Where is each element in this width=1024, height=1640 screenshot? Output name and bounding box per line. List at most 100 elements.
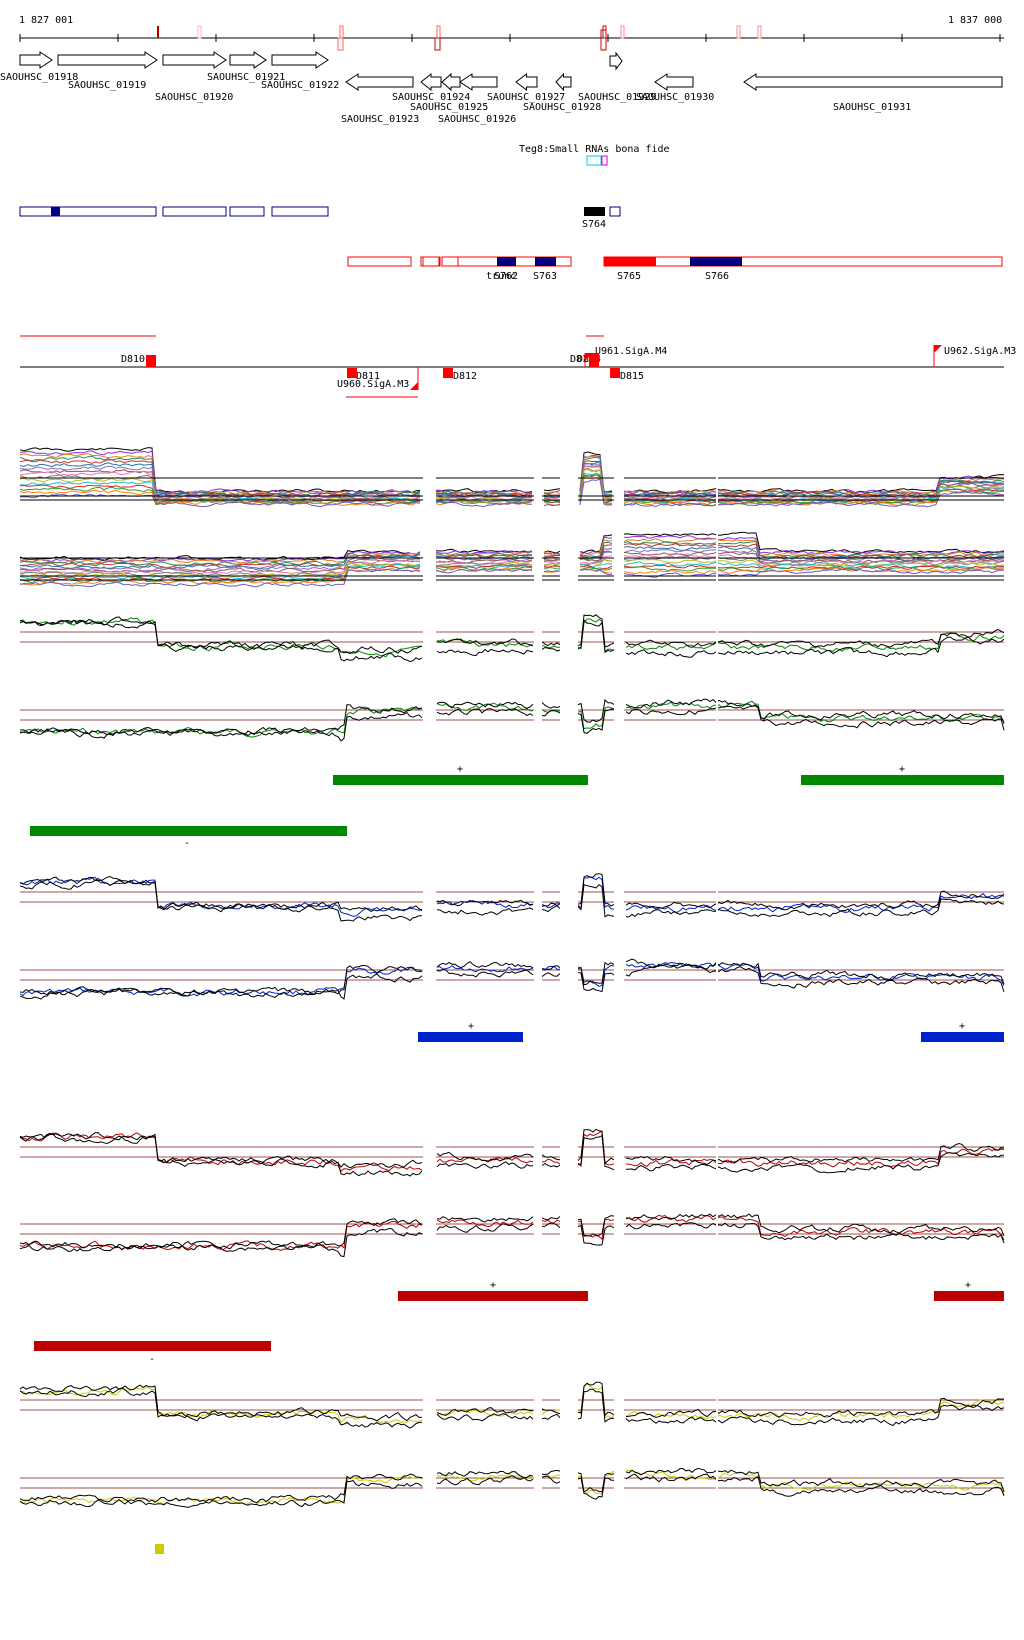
profile-line-sample [19, 1469, 1005, 1505]
boundary-features-track: D810 D811 U960.SigA.M3 D812 D813 D814 U9… [20, 335, 1016, 398]
red-plus-mark-1: + [490, 1280, 496, 1291]
profile-gap [716, 688, 718, 748]
ruler-end-label: 1 837 000 [948, 15, 1002, 26]
genes-track: SAOUHSC_01918 SAOUHSC_01919 SAOUHSC_0192… [0, 51, 1003, 125]
promoter-flag [934, 345, 942, 353]
gene-label-01928: SAOUHSC_01928 [523, 102, 601, 113]
profile-gap [716, 1202, 718, 1262]
gene-label-01930: SAOUHSC_01930 [636, 92, 714, 103]
strand-bar [333, 775, 588, 785]
strand-bar [34, 1341, 271, 1351]
gene-arrow-10 [515, 72, 538, 92]
profile-gap [534, 1202, 542, 1262]
profile-gap [534, 688, 542, 748]
gene-arrow-14 [743, 73, 1003, 91]
profile-gap [423, 688, 436, 748]
profile-gap [614, 1456, 624, 1516]
profile-line-sample [19, 1130, 1005, 1173]
gene-arrow-1 [19, 51, 53, 69]
overview-panel [19, 445, 1005, 525]
plus-segment [19, 206, 157, 217]
profile-gap [560, 870, 578, 930]
segment-s766 [690, 257, 742, 266]
profile-line-sample [19, 1214, 1005, 1252]
profile-line-reference [19, 879, 1005, 922]
segment-s765 [604, 257, 656, 266]
overview-line [19, 540, 1005, 567]
plus-segment [229, 206, 265, 217]
gene-label-01931: SAOUHSC_01931 [833, 102, 911, 113]
feature-block [443, 368, 453, 378]
blue-plus-mark-1: + [468, 1021, 474, 1032]
profile-gap [560, 445, 578, 525]
gene-label-01926: SAOUHSC_01926 [438, 114, 516, 125]
feature-label-u962: U962.SigA.M3 [944, 346, 1016, 357]
ruler-start-label: 1 827 001 [19, 15, 73, 26]
profile-gap [423, 610, 436, 670]
gene-arrow-3 [162, 51, 227, 69]
gene-arrow-4 [229, 51, 267, 69]
gene-arrow-7 [420, 72, 442, 92]
plus-segment-core [51, 207, 60, 216]
profile-gap [614, 1202, 624, 1262]
profile-gap [423, 1202, 436, 1262]
feature-label-d812: D812 [453, 371, 477, 382]
ruler-marker [337, 37, 344, 51]
profile-panel [19, 870, 1005, 930]
overview-line [19, 531, 1005, 562]
segment-s763 [535, 257, 556, 266]
profile-line-reference [19, 1467, 1005, 1504]
profile-panel [19, 688, 1005, 748]
segment-label-s765: S765 [617, 271, 641, 282]
overview-line [19, 537, 1005, 564]
feature-block [347, 368, 357, 378]
profile-gap [423, 870, 436, 930]
segment-label-trunc: trunc [486, 271, 516, 282]
minus-segment [603, 256, 1003, 267]
ruler-marker [620, 25, 625, 39]
strand-bar [398, 1291, 588, 1301]
overview-line [19, 478, 1004, 508]
transcript-segments-plus: S764 [19, 206, 621, 230]
profile-gap [560, 610, 578, 670]
profile-gap [716, 870, 718, 930]
plus-segment [162, 206, 227, 217]
blue-plus-mark-2: + [959, 1021, 965, 1032]
profile-gap [614, 445, 624, 525]
gene-label-01920: SAOUHSC_01920 [155, 92, 233, 103]
profile-gap [560, 1456, 578, 1516]
overview-line [19, 477, 1005, 507]
segment-label-s762: S762 [494, 271, 518, 282]
profile-gap [560, 525, 578, 605]
profile-gap [560, 688, 578, 748]
gene-label-01924: SAOUHSC_01924 [392, 92, 470, 103]
segment-s764 [584, 207, 605, 216]
overview-line [19, 550, 1005, 573]
ruler-ticks [19, 25, 1001, 51]
profile-gap [423, 1378, 436, 1438]
profile-gap [716, 525, 718, 605]
gene-arrow-6 [345, 73, 414, 91]
gene-arrow-9 [459, 73, 498, 91]
plus-segment [609, 206, 621, 217]
overview-line [19, 568, 1005, 588]
gene-label-01925: SAOUHSC_01925 [410, 102, 488, 113]
feature-label-u960: U960.SigA.M3 [337, 379, 409, 390]
profile-gap [560, 1378, 578, 1438]
gene-label-01922: SAOUHSC_01922 [261, 80, 339, 91]
feature-label-d811: D811 [356, 371, 380, 382]
gene-label-01929: SAOUHSC_01929 [578, 92, 656, 103]
profile-gap [716, 445, 718, 525]
profile-gap [534, 948, 542, 1008]
strand-bar [934, 1291, 1004, 1301]
feature-block [589, 353, 599, 367]
gene-label-01921: SAOUHSC_01921 [207, 72, 285, 83]
gene-arrow-5 [271, 51, 329, 69]
profile-panel [19, 948, 1005, 1008]
ruler-marker [434, 37, 441, 51]
ruler-marker [757, 25, 762, 39]
red-plus-mark-2: + [965, 1280, 971, 1291]
profile-line-reference [19, 614, 1005, 655]
strand-bar [30, 826, 347, 836]
